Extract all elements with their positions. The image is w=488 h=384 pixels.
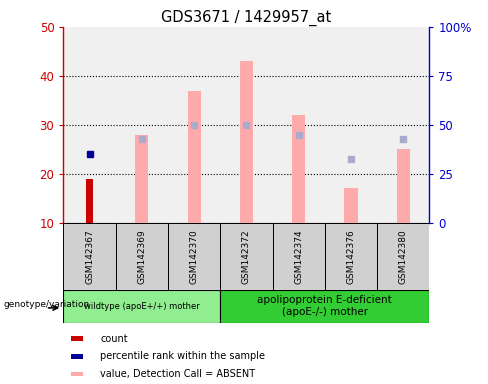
Text: percentile rank within the sample: percentile rank within the sample bbox=[100, 351, 265, 361]
Bar bbox=[168, 223, 220, 290]
Bar bbox=[63, 290, 220, 323]
Bar bbox=[71, 336, 83, 341]
Bar bbox=[273, 223, 325, 290]
Text: GSM142376: GSM142376 bbox=[346, 229, 356, 284]
Text: GSM142367: GSM142367 bbox=[85, 229, 94, 284]
Text: value, Detection Call = ABSENT: value, Detection Call = ABSENT bbox=[100, 369, 255, 379]
Bar bbox=[116, 223, 168, 290]
Bar bbox=[63, 223, 116, 290]
Text: GSM142372: GSM142372 bbox=[242, 229, 251, 284]
Bar bbox=[292, 115, 305, 223]
Text: genotype/variation: genotype/variation bbox=[3, 300, 89, 309]
Text: count: count bbox=[100, 334, 128, 344]
Bar bbox=[71, 354, 83, 359]
Text: GSM142370: GSM142370 bbox=[190, 229, 199, 284]
Text: GSM142380: GSM142380 bbox=[399, 229, 408, 284]
Bar bbox=[135, 135, 148, 223]
Title: GDS3671 / 1429957_at: GDS3671 / 1429957_at bbox=[162, 9, 331, 25]
Bar bbox=[220, 223, 273, 290]
Bar bbox=[377, 223, 429, 290]
Bar bbox=[240, 61, 253, 223]
Bar bbox=[345, 189, 358, 223]
Bar bbox=[220, 290, 429, 323]
Bar bbox=[397, 149, 410, 223]
Bar bbox=[71, 372, 83, 376]
Text: GSM142374: GSM142374 bbox=[294, 229, 303, 284]
Bar bbox=[325, 223, 377, 290]
Bar bbox=[86, 179, 93, 223]
Text: GSM142369: GSM142369 bbox=[137, 229, 146, 284]
Text: wildtype (apoE+/+) mother: wildtype (apoE+/+) mother bbox=[84, 302, 200, 311]
Bar bbox=[187, 91, 201, 223]
Text: apolipoprotein E-deficient
(apoE-/-) mother: apolipoprotein E-deficient (apoE-/-) mot… bbox=[258, 295, 392, 317]
